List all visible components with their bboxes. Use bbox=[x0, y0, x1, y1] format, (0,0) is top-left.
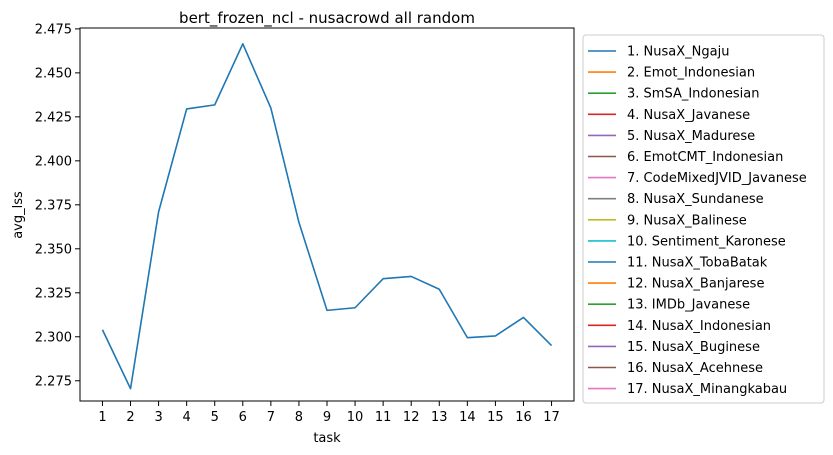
y-tick-label: 2.400 bbox=[35, 154, 72, 169]
x-tick-label: 2 bbox=[126, 410, 134, 425]
legend-label: 2. Emot_Indonesian bbox=[627, 66, 755, 81]
x-tick-label: 13 bbox=[431, 410, 448, 425]
legend-label: 5. NusaX_Madurese bbox=[627, 129, 755, 144]
y-axis-title: avg_lss bbox=[11, 191, 26, 239]
series-layer bbox=[101, 43, 553, 390]
y-axis: 2.275 2.300 2.325 2.350 2.375 2.400 2.425 2.450… bbox=[35, 22, 80, 389]
legend-label: 12. NusaX_Banjarese bbox=[627, 277, 764, 292]
x-tick-label: 1 bbox=[98, 410, 106, 425]
y-tick-label: 2.300 bbox=[35, 330, 72, 345]
legend-label: 7. CodeMixedJVID_Javanese bbox=[627, 171, 807, 186]
x-tick-label: 10 bbox=[347, 410, 364, 425]
legend-label: 11. NusaX_TobaBatak bbox=[627, 256, 768, 271]
legend-label: 1. NusaX_Ngaju bbox=[627, 45, 729, 60]
y-tick-label: 2.325 bbox=[35, 286, 72, 301]
y-tick-label: 2.475 bbox=[35, 22, 72, 37]
series-line bbox=[101, 43, 553, 390]
x-tick-label: 16 bbox=[515, 410, 532, 425]
chart-title: bert_frozen_ncl - nusacrowd all random bbox=[179, 9, 475, 28]
x-tick-label: 14 bbox=[459, 410, 476, 425]
legend-label: 3. SmSA_Indonesian bbox=[627, 87, 759, 102]
legend-label: 9. NusaX_Balinese bbox=[627, 213, 747, 228]
x-tick-label: 3 bbox=[154, 410, 162, 425]
y-tick-label: 2.375 bbox=[35, 198, 72, 213]
legend-label: 15. NusaX_Buginese bbox=[627, 340, 760, 355]
plot-area bbox=[79, 27, 575, 402]
legend-label: 10. Sentiment_Karonese bbox=[627, 234, 786, 249]
x-tick-label: 4 bbox=[183, 410, 191, 425]
x-axis: 1 2 3 4 5 6 7 8 9 10 11 12 13 14 15 16 17 bbox=[98, 401, 560, 425]
legend: 1. NusaX_Ngaju 2. Emot_Indonesian 3. SmSA_… bbox=[582, 34, 825, 404]
legend-label: 14. NusaX_Indonesian bbox=[627, 319, 771, 334]
y-tick-label: 2.425 bbox=[35, 110, 72, 125]
x-tick-label: 5 bbox=[211, 410, 219, 425]
y-tick-label: 2.350 bbox=[35, 242, 72, 257]
y-tick-label: 2.450 bbox=[35, 66, 72, 81]
x-tick-label: 8 bbox=[295, 410, 303, 425]
x-tick-label: 7 bbox=[267, 410, 275, 425]
legend-label: 4. NusaX_Javanese bbox=[627, 108, 750, 123]
x-tick-label: 6 bbox=[239, 410, 247, 425]
legend-box bbox=[582, 34, 825, 404]
x-tick-label: 17 bbox=[543, 410, 560, 425]
legend-label: 6. EmotCMT_Indonesian bbox=[627, 150, 783, 165]
x-tick-label: 9 bbox=[323, 410, 331, 425]
x-tick-label: 15 bbox=[487, 410, 504, 425]
legend-label: 17. NusaX_Minangkabau bbox=[627, 382, 787, 397]
y-tick-label: 2.275 bbox=[35, 374, 72, 389]
legend-label: 13. IMDb_Javanese bbox=[627, 298, 750, 313]
legend-label: 8. NusaX_Sundanese bbox=[627, 192, 764, 207]
x-tick-label: 12 bbox=[403, 410, 420, 425]
x-tick-label: 11 bbox=[375, 410, 392, 425]
legend-label: 16. NusaX_Acehnese bbox=[627, 361, 763, 376]
x-axis-title: task bbox=[313, 431, 341, 446]
